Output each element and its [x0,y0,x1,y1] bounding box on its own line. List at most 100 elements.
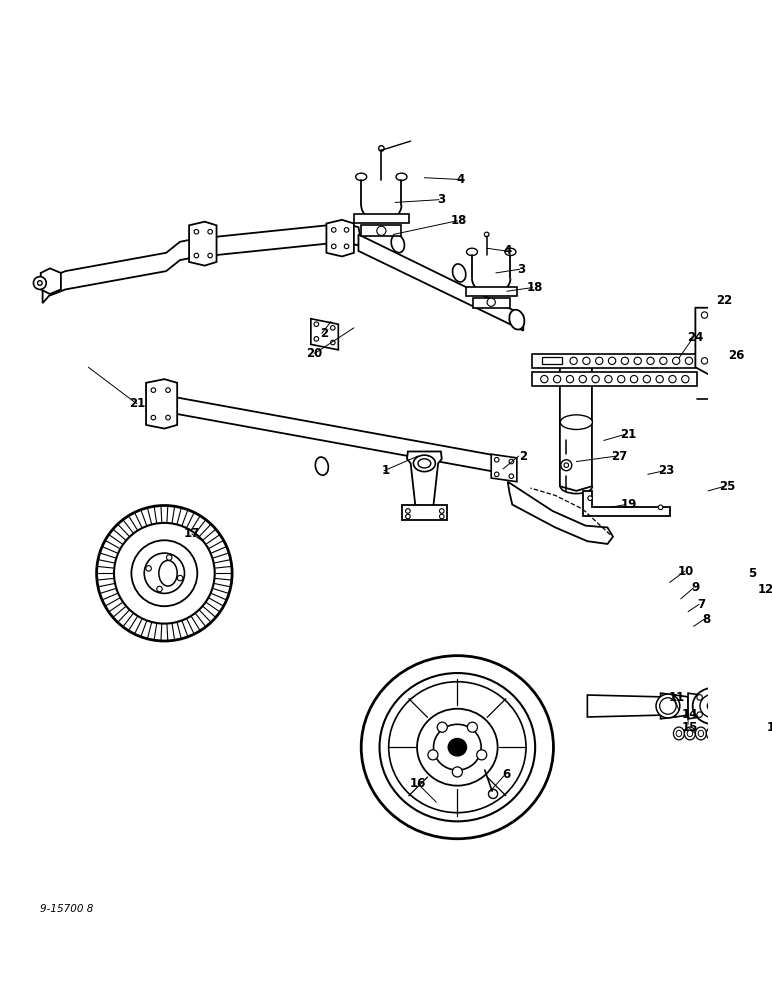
Ellipse shape [314,322,319,327]
Text: 11: 11 [669,691,686,704]
Text: 14: 14 [682,708,698,721]
Ellipse shape [505,248,516,256]
Ellipse shape [739,730,744,737]
Text: 25: 25 [720,480,736,493]
Ellipse shape [564,463,569,467]
Text: 21: 21 [621,428,637,441]
Text: 20: 20 [306,347,323,360]
Ellipse shape [723,395,732,404]
Text: 5: 5 [748,567,757,580]
Polygon shape [508,482,613,544]
Ellipse shape [567,375,574,383]
Polygon shape [358,234,523,331]
Ellipse shape [736,727,747,740]
Ellipse shape [194,253,198,258]
Ellipse shape [716,717,722,723]
Ellipse shape [452,264,466,282]
Text: 9: 9 [691,581,699,594]
Text: 18: 18 [527,281,543,294]
Text: 4: 4 [457,173,465,186]
Ellipse shape [656,375,663,383]
Polygon shape [327,220,354,256]
Ellipse shape [579,375,587,383]
Ellipse shape [685,727,696,740]
Polygon shape [146,379,178,429]
Polygon shape [688,693,701,719]
Ellipse shape [540,375,548,383]
Ellipse shape [726,397,730,401]
Ellipse shape [344,228,349,232]
Ellipse shape [484,232,489,237]
Ellipse shape [167,555,172,560]
Ellipse shape [696,727,706,740]
Polygon shape [676,695,688,717]
Ellipse shape [741,322,749,333]
Polygon shape [661,693,676,719]
Ellipse shape [570,357,577,364]
Ellipse shape [489,789,498,798]
Ellipse shape [676,730,682,737]
Ellipse shape [466,248,478,256]
Ellipse shape [701,312,708,318]
Ellipse shape [194,229,198,234]
Ellipse shape [672,357,680,364]
Ellipse shape [131,540,198,606]
Polygon shape [587,695,661,717]
Ellipse shape [707,701,720,711]
Ellipse shape [724,730,730,737]
Ellipse shape [166,415,171,420]
Ellipse shape [682,375,689,383]
Ellipse shape [494,457,499,462]
Ellipse shape [706,727,717,740]
Text: 8: 8 [703,613,710,626]
Ellipse shape [687,730,692,737]
Text: 22: 22 [716,294,733,307]
Ellipse shape [452,767,462,777]
Ellipse shape [208,229,212,234]
Ellipse shape [494,472,499,477]
Ellipse shape [721,727,732,740]
Ellipse shape [660,698,676,714]
Polygon shape [491,454,516,482]
Text: 2: 2 [520,450,527,463]
Ellipse shape [467,722,477,732]
Ellipse shape [476,750,487,760]
Ellipse shape [643,375,651,383]
Text: 3: 3 [437,193,445,206]
Ellipse shape [608,357,616,364]
Ellipse shape [418,459,431,468]
Ellipse shape [730,312,737,318]
Ellipse shape [417,709,498,786]
Ellipse shape [716,689,722,695]
Ellipse shape [647,357,654,364]
Polygon shape [542,357,562,364]
Ellipse shape [439,509,444,513]
Ellipse shape [560,460,572,471]
Ellipse shape [330,326,335,330]
Ellipse shape [331,244,336,249]
Text: 6: 6 [503,768,511,781]
Ellipse shape [157,586,162,592]
Ellipse shape [673,727,685,740]
Polygon shape [361,225,401,236]
Ellipse shape [697,712,703,717]
Ellipse shape [315,457,328,475]
Ellipse shape [377,226,386,235]
Text: 27: 27 [611,450,628,463]
Polygon shape [42,223,361,303]
Ellipse shape [144,553,185,593]
Ellipse shape [344,244,349,249]
Ellipse shape [428,750,438,760]
Ellipse shape [728,703,734,709]
Polygon shape [473,298,510,308]
Text: 23: 23 [658,464,674,477]
Ellipse shape [700,694,727,718]
Polygon shape [466,287,516,296]
Text: 2: 2 [320,327,329,340]
Ellipse shape [314,337,319,341]
Ellipse shape [698,730,703,737]
Ellipse shape [583,357,590,364]
Ellipse shape [38,281,42,285]
Ellipse shape [396,173,407,180]
Text: 21: 21 [129,397,145,410]
